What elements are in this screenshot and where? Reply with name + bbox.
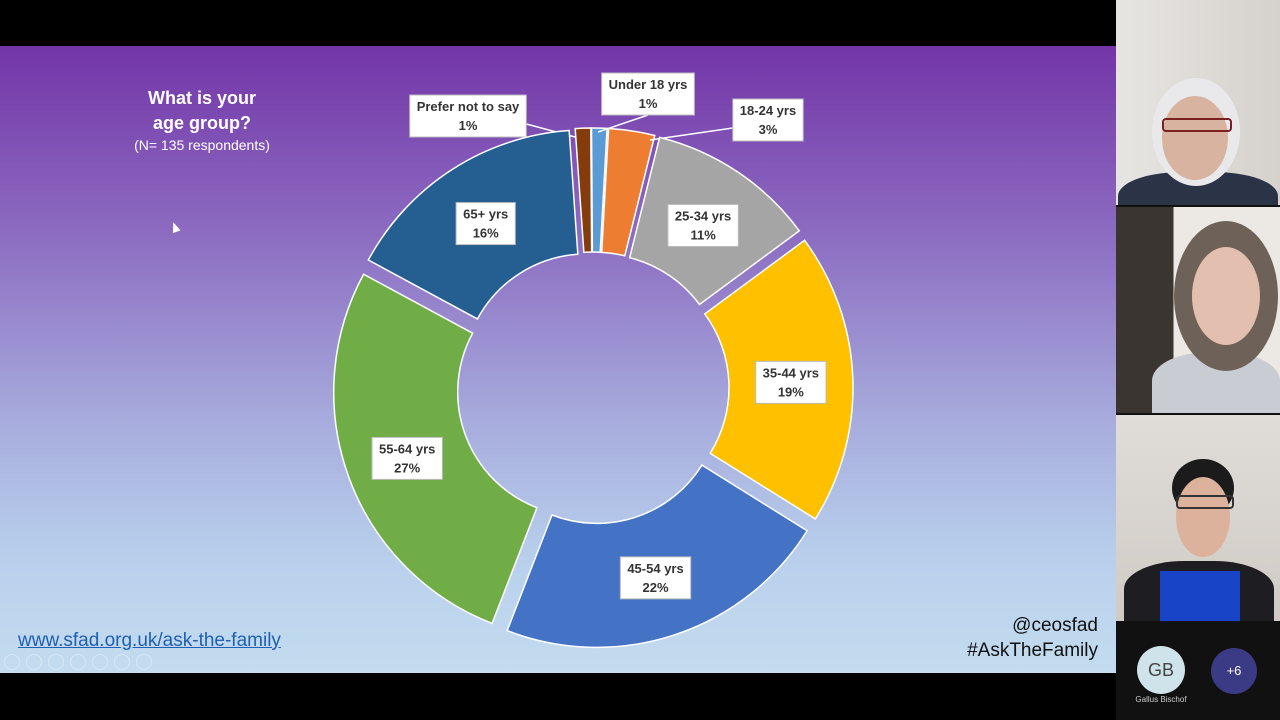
slice-percent-label: 3% <box>759 122 778 137</box>
video-tile-participant-3[interactable] <box>1116 415 1280 621</box>
slide-subtitle: (N= 135 respondents) <box>134 137 270 153</box>
slice-category-label: 35-44 yrs <box>763 365 819 380</box>
participant-2-face <box>1192 247 1260 345</box>
glasses-icon <box>1162 118 1232 132</box>
participant-name: Gallus Bischof <box>1135 695 1187 704</box>
zoom-icon[interactable] <box>92 654 108 670</box>
video-participants-strip: GB Gallus Bischof +6 <box>1116 0 1280 720</box>
presenter-toolbar[interactable] <box>4 654 152 670</box>
pen-icon[interactable] <box>48 654 64 670</box>
donut-chart: Prefer not to say 1% Under 18 yrs 1% 18-24 y… <box>333 72 854 649</box>
slice-category-label: 65+ yrs <box>463 207 508 222</box>
more-participants-button[interactable]: +6 <box>1211 648 1257 694</box>
slice-percent-label: 19% <box>778 384 804 399</box>
slice-label-box <box>409 94 527 138</box>
slice-label-box <box>667 203 739 247</box>
slice-label-6: 55-64 yrs 27% <box>371 436 443 480</box>
participant-avatar[interactable]: GB <box>1137 646 1185 694</box>
slice-percent-label: 11% <box>690 227 716 242</box>
slice-label-3: 25-34 yrs 11% <box>667 203 739 247</box>
slice-category-label: 18-24 yrs <box>740 103 796 118</box>
slice-category-label: 55-64 yrs <box>379 441 435 456</box>
slice-label-0: Prefer not to say 1% <box>409 94 527 138</box>
donut-slice-1 <box>590 127 608 253</box>
slice-label-5: 45-54 yrs 22% <box>619 556 692 600</box>
website-link[interactable]: www.sfad.org.uk/ask-the-family <box>18 630 281 651</box>
slice-label-2: 18-24 yrs 3% <box>732 98 804 142</box>
subtitles-icon[interactable] <box>114 654 130 670</box>
slice-label-4: 35-44 yrs 19% <box>755 360 827 404</box>
video-tile-participant-1[interactable] <box>1116 0 1280 205</box>
slide-title: What is your age group? <box>147 88 256 133</box>
slides-icon[interactable] <box>70 654 86 670</box>
donut-slice-2 <box>600 127 656 257</box>
slice-percent-label: 1% <box>639 96 658 111</box>
callout-leader-line <box>597 114 649 133</box>
video-tile-participant-2[interactable] <box>1116 207 1280 413</box>
participant-3-face <box>1176 477 1230 557</box>
twitter-handle: @ceosfad <box>1012 615 1098 636</box>
participant-3-shirt <box>1160 571 1240 621</box>
slice-category-label: 25-34 yrs <box>675 208 731 223</box>
slice-label-1: Under 18 yrs 1% <box>601 72 695 116</box>
slice-label-box <box>755 360 827 404</box>
slice-label-box <box>371 436 443 480</box>
donut-slice-0 <box>574 127 593 254</box>
slice-label-box <box>601 72 695 116</box>
presentation-slide: What is your age group? (N= 135 responde… <box>0 46 1116 673</box>
slice-label-box <box>619 556 692 600</box>
slice-label-box <box>732 98 804 142</box>
slice-category-label: Prefer not to say <box>417 99 520 114</box>
slice-category-label: Under 18 yrs <box>609 77 688 92</box>
slice-percent-label: 27% <box>394 460 420 475</box>
slice-label-7: 65+ yrs 16% <box>455 202 516 246</box>
slice-percent-label: 16% <box>473 226 499 241</box>
slice-percent-label: 1% <box>459 118 478 133</box>
prev-icon[interactable] <box>4 654 20 670</box>
hashtag: #AskTheFamily <box>967 640 1098 661</box>
donut-slice-5 <box>506 464 809 649</box>
participant-1-face <box>1162 96 1228 180</box>
slice-category-label: 45-54 yrs <box>627 561 683 576</box>
glasses-icon <box>1176 495 1234 509</box>
more-icon[interactable] <box>136 654 152 670</box>
slice-percent-label: 22% <box>643 580 669 595</box>
slice-label-box <box>455 202 516 246</box>
next-icon[interactable] <box>26 654 42 670</box>
